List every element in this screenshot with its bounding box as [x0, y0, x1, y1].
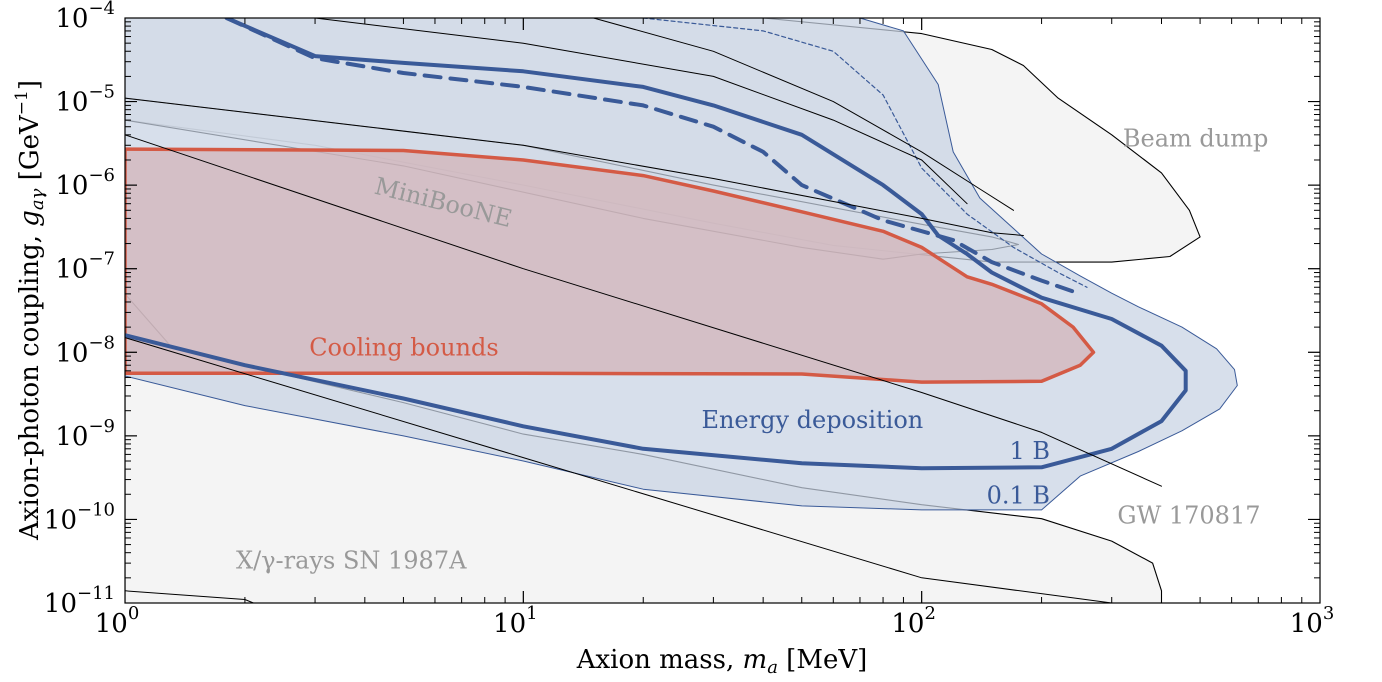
curve-line-9	[314, 18, 968, 205]
curve-energy-deposition-0-1-b-dashed	[642, 18, 1088, 288]
y-tick-label: 10−6	[55, 165, 115, 201]
y-tick-label: 10−10	[44, 499, 115, 535]
annotation-gw-170817: GW 170817	[1117, 501, 1260, 529]
curve-line-8	[593, 18, 1014, 211]
y-tick-label: 10−5	[55, 82, 115, 118]
y-tick-label: 10−4	[55, 0, 115, 34]
curve-line-7	[125, 97, 1024, 236]
curve-line-5	[125, 337, 1113, 603]
annotation-1-b: 1 B	[1009, 437, 1050, 465]
x-tick-label: 102	[891, 603, 936, 639]
y-tick-label: 10−8	[55, 332, 115, 368]
curve-line-4	[125, 134, 1162, 487]
ticks-layer: 100 101 102 103 10−11 10−10 10−9 10−8 10−7 10−6 10…	[44, 0, 1334, 639]
plot-frame	[124, 17, 1321, 604]
regions-layer	[125, 18, 1238, 603]
x-tick-label: 101	[493, 603, 538, 639]
curve-energy-deposition-0-1-b-dashed-lower	[801, 463, 1043, 470]
curves-layer	[125, 18, 1188, 603]
region-cooling-bounds	[125, 147, 1096, 384]
y-axis-label: Axion-photon coupling, gaγ [GeV−1]	[12, 80, 48, 541]
annotation-x-rays-sn-1987a: X/γ-rays SN 1987A	[236, 546, 467, 574]
x-axis-label: Axion mass, ma [MeV]	[576, 645, 868, 678]
curve-energy-deposition-1-b-dashed	[224, 18, 1083, 296]
annotation-0-1-b: 0.1 B	[987, 482, 1050, 510]
y-tick-label: 10−11	[44, 583, 115, 619]
y-tick-label: 10−9	[55, 416, 115, 452]
annotation-cooling-bounds: Cooling bounds	[309, 333, 498, 361]
y-tick-label: 10−7	[55, 249, 115, 285]
curve-energy-deposition-1-b	[125, 18, 1188, 471]
x-tick-label: 103	[1290, 603, 1335, 639]
annotation-beam-dump: Beam dump	[1123, 124, 1268, 152]
x-tick-label: 100	[95, 603, 140, 639]
annotation-energy-deposition: Energy deposition	[701, 406, 923, 434]
